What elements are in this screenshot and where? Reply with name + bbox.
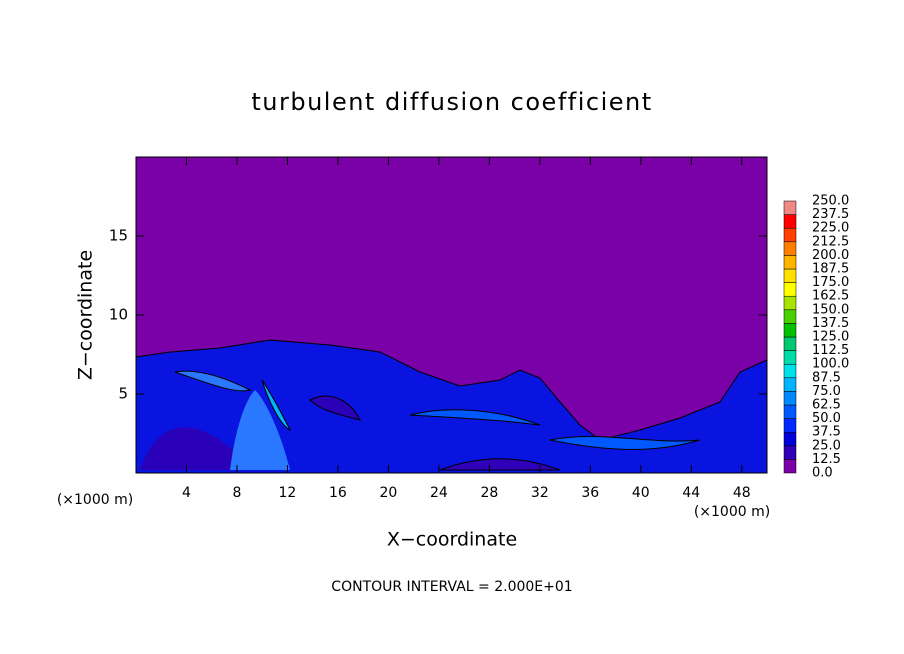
colorbar-label: 125.0 — [812, 330, 849, 345]
colorbar-label: 237.5 — [812, 207, 849, 222]
y-tick-label: 5 — [118, 385, 128, 403]
x-tick-label: 28 — [480, 485, 498, 501]
colorbar-label: 137.5 — [812, 316, 849, 331]
colorbar-band — [783, 350, 797, 365]
field-patch — [549, 436, 701, 450]
x-tick-label: 36 — [581, 485, 599, 501]
colorbar-band — [783, 268, 797, 283]
colorbar-band — [783, 295, 797, 311]
field-patch — [439, 458, 561, 471]
x-tick-label: 8 — [232, 485, 241, 501]
footer-note: CONTOUR INTERVAL = 2.000E+01 — [331, 579, 572, 595]
x-tick-label: 24 — [430, 485, 448, 501]
colorbar-label: 0.0 — [812, 466, 833, 481]
colorbar-label: 200.0 — [812, 248, 849, 263]
x-unit-label: (×1000 m) — [694, 504, 770, 520]
x-axis-label: X−coordinate — [387, 529, 517, 551]
colorbar-band — [783, 323, 797, 338]
y-unit-label: (×1000 m) — [57, 492, 133, 508]
colorbar-label: 250.0 — [812, 194, 849, 209]
colorbar-band — [783, 309, 797, 324]
colorbar-band — [783, 255, 797, 270]
colorbar-band — [783, 445, 797, 460]
x-tick-label: 20 — [379, 485, 397, 501]
colorbar-label: 112.5 — [812, 343, 849, 358]
colorbar-band — [783, 404, 797, 419]
colorbar-band — [783, 214, 797, 229]
colorbar-band — [783, 282, 797, 297]
field — [135, 157, 768, 474]
field-patch — [230, 390, 290, 470]
field-patch — [261, 379, 292, 432]
colorbar-label: 175.0 — [812, 275, 849, 290]
colorbar-band — [783, 363, 797, 379]
chart-title: turbulent diffusion coefficient — [251, 88, 652, 116]
colorbar-label: 37.5 — [812, 425, 841, 440]
colorbar-label: 225.0 — [812, 221, 849, 236]
colorbar-band — [783, 227, 797, 243]
colorbar-label: 62.5 — [812, 398, 841, 413]
x-tick-label: 40 — [632, 485, 650, 501]
colorbar-band — [783, 418, 797, 433]
colorbar-label: 212.5 — [812, 234, 849, 249]
field-patch — [140, 427, 260, 470]
colorbar-band — [783, 459, 797, 474]
x-tick-label: 32 — [531, 485, 549, 501]
colorbar-label: 25.0 — [812, 438, 841, 453]
x-tick-label: 12 — [279, 485, 297, 501]
y-axis-label: Z−coordinate — [75, 250, 97, 380]
colorbar-label: 150.0 — [812, 302, 849, 317]
x-tick-label: 4 — [182, 485, 191, 501]
colorbar-label: 100.0 — [812, 357, 849, 372]
colorbar-band — [783, 241, 797, 256]
colorbar-band — [783, 377, 797, 392]
y-tick-label: 10 — [109, 306, 128, 324]
field-patch — [309, 395, 361, 421]
colorbar-label: 162.5 — [812, 289, 849, 304]
colorbar-label: 75.0 — [812, 384, 841, 399]
field-patch — [409, 409, 541, 426]
field-patch — [174, 370, 252, 392]
colorbar-label: 50.0 — [812, 411, 841, 426]
colorbar-label: 12.5 — [812, 452, 841, 467]
colorbar-band — [783, 431, 797, 447]
x-tick-label: 16 — [329, 485, 347, 501]
x-tick-label: 44 — [682, 485, 700, 501]
colorbar-band — [783, 336, 797, 351]
x-tick-label: 48 — [733, 485, 751, 501]
y-tick-label: 15 — [109, 227, 128, 245]
colorbar-label: 187.5 — [812, 262, 849, 277]
colorbar-band — [783, 391, 797, 406]
colorbar-label: 87.5 — [812, 370, 841, 385]
colorbar-band — [783, 200, 797, 215]
